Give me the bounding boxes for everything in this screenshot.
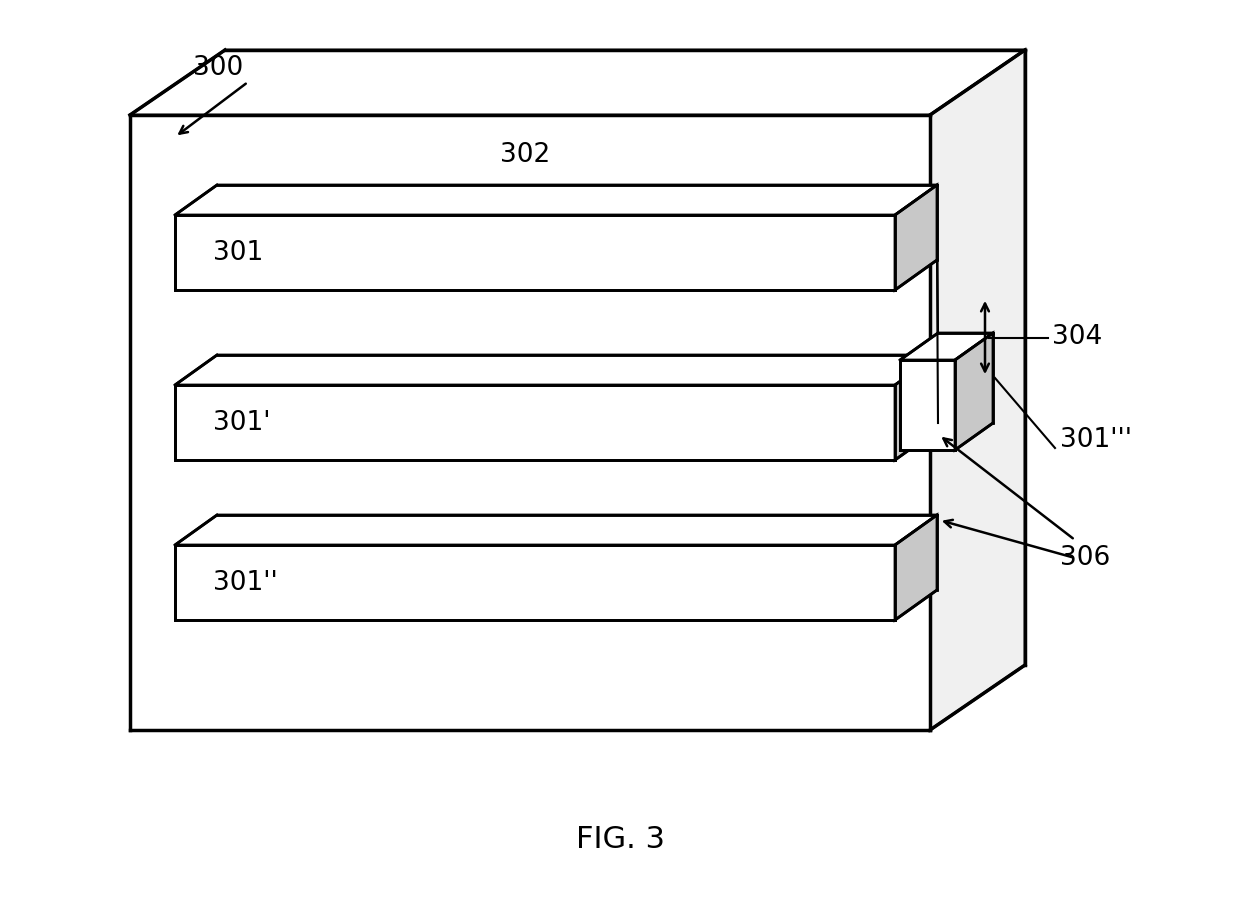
Polygon shape — [175, 515, 937, 545]
Polygon shape — [955, 333, 993, 450]
Polygon shape — [175, 185, 937, 215]
Text: FIG. 3: FIG. 3 — [575, 825, 665, 855]
Polygon shape — [930, 50, 1025, 730]
Polygon shape — [130, 50, 1025, 115]
Text: 300: 300 — [193, 55, 243, 81]
Polygon shape — [175, 355, 937, 385]
Polygon shape — [175, 215, 895, 290]
Text: 301''': 301''' — [1060, 427, 1132, 453]
Polygon shape — [895, 515, 937, 620]
Polygon shape — [175, 545, 895, 620]
Polygon shape — [175, 385, 895, 460]
Polygon shape — [900, 333, 993, 360]
Polygon shape — [895, 185, 937, 290]
Text: 301: 301 — [213, 240, 263, 265]
Polygon shape — [895, 355, 937, 460]
Text: 301': 301' — [213, 410, 270, 436]
Text: 301'': 301'' — [213, 569, 278, 596]
Text: 302: 302 — [500, 142, 551, 168]
Text: 304: 304 — [1052, 325, 1102, 350]
Polygon shape — [900, 360, 955, 450]
Text: 306: 306 — [1060, 545, 1110, 571]
Polygon shape — [130, 115, 930, 730]
